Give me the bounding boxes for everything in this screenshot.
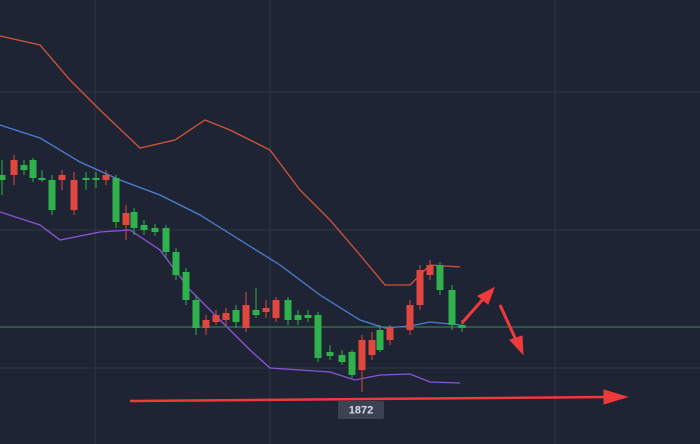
candle-body (242, 305, 250, 328)
candle-body (70, 180, 78, 210)
candle-body (102, 175, 110, 180)
candles (0, 155, 466, 392)
arrow-head (477, 286, 495, 305)
candle-body (182, 272, 190, 300)
time-label-box (338, 401, 384, 419)
arrow-head (509, 335, 524, 356)
candle-body (326, 352, 334, 356)
annotations (129, 286, 629, 405)
candle-body (140, 225, 148, 230)
candle-body (122, 213, 130, 225)
arrow-right (129, 395, 607, 403)
candle-body (172, 252, 180, 275)
candle-body (376, 330, 384, 350)
candle-body (262, 308, 270, 312)
candle-body (294, 315, 302, 320)
candle-body (112, 178, 120, 222)
candle-body (458, 325, 466, 328)
candle-body (130, 212, 138, 228)
time-label: 1872 (349, 404, 373, 416)
candle-body (436, 265, 444, 290)
candle-body (284, 300, 292, 320)
candle-body (92, 178, 100, 180)
candle-body (232, 310, 240, 322)
candle-body (368, 340, 376, 355)
candle-body (222, 313, 230, 320)
candle-body (162, 228, 170, 252)
candle-body (58, 175, 66, 180)
candle-body (272, 300, 280, 318)
candle-body (358, 340, 366, 370)
candle-body (82, 178, 90, 180)
candle-body (252, 310, 260, 315)
arrow-up (460, 297, 486, 324)
middle-band (0, 124, 461, 329)
candle-body (192, 300, 200, 328)
candle-body (10, 160, 18, 175)
candle-body (448, 290, 456, 325)
candle-body (338, 355, 346, 362)
candle-body (0, 175, 6, 180)
candle-body (20, 165, 28, 170)
candle-body (38, 178, 46, 180)
lower-band (0, 211, 461, 384)
arrow-head (603, 389, 629, 405)
candle-body (304, 315, 312, 318)
candle-body (426, 265, 434, 275)
upper-band (0, 35, 461, 286)
candle-body (29, 160, 37, 178)
candle-body (406, 305, 414, 330)
candle-body (212, 315, 220, 322)
candle-body (314, 315, 322, 358)
candle-body (386, 328, 394, 340)
candle-body (348, 352, 356, 375)
candle-body (151, 228, 159, 232)
candle-body (48, 180, 56, 210)
arrow-down (498, 304, 518, 341)
candle-body (202, 320, 210, 328)
candle-body (416, 270, 424, 305)
